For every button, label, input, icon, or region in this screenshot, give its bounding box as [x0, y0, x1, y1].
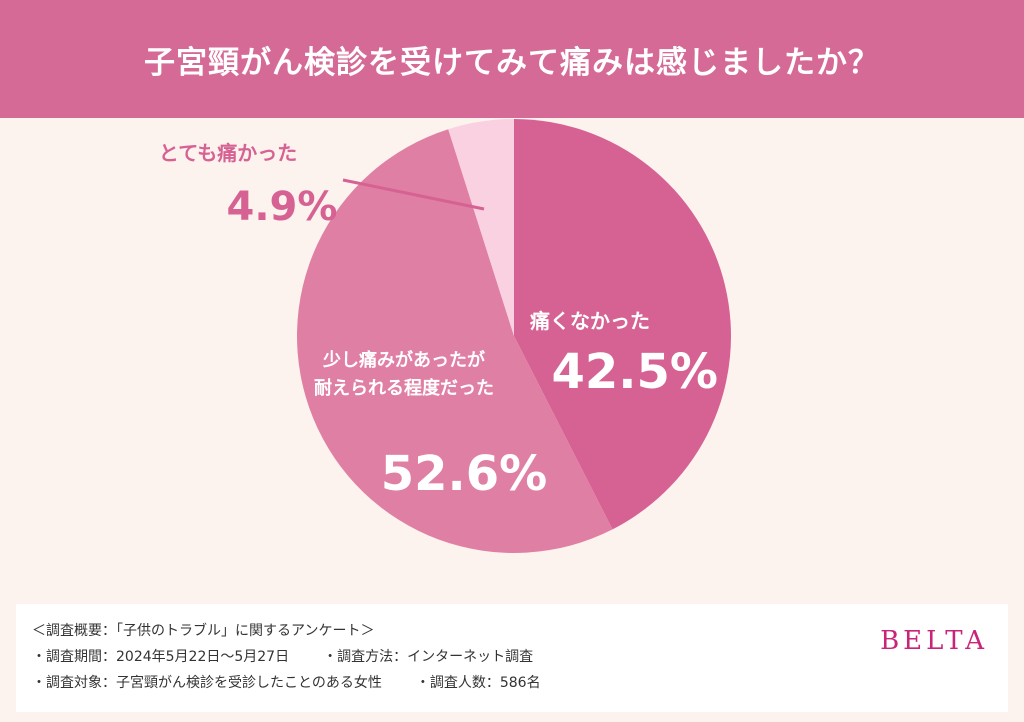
chart-title: 子宮頸がん検診を受けてみて痛みは感じましたか？	[144, 44, 880, 81]
pie-slice-2	[297, 129, 613, 553]
slice-3-label-line-1: とても痛かった	[159, 141, 297, 165]
pie-slice-1	[514, 119, 732, 530]
survey-summary-box: ＜調査概要：「子供のトラブル」に関するアンケート＞ ・調査期間：2024年5月2…	[16, 604, 1008, 712]
slice-1-label-line-1: 痛くなかった	[530, 309, 650, 333]
slice-3-leader-line	[342, 178, 485, 211]
title-banner: 子宮頸がん検診を受けてみて痛みは感じましたか？	[0, 0, 1024, 118]
survey-period: ・調査期間：2024年5月22日〜5月27日	[32, 649, 290, 665]
slice-2-label-line-2: 耐えられる程度だった	[314, 377, 494, 399]
slice-2-value-label: 52.6%	[381, 446, 548, 502]
slice-1-value-label: 42.5%	[551, 344, 718, 400]
slice-3-value-label: 4.9%	[227, 184, 338, 230]
survey-heading: ＜調査概要：「子供のトラブル」に関するアンケート＞	[32, 623, 375, 639]
survey-method: ・調査方法：インターネット調査	[323, 649, 534, 665]
belta-logo: BELTA	[880, 626, 988, 656]
pie-slice-3	[448, 119, 514, 336]
slice-2-label-line-1: 少し痛みがあったが	[322, 349, 485, 371]
survey-target: ・調査対象：子宮頸がん検診を受診したことのある女性	[32, 675, 382, 691]
survey-count: ・調査人数：586名	[415, 675, 541, 691]
